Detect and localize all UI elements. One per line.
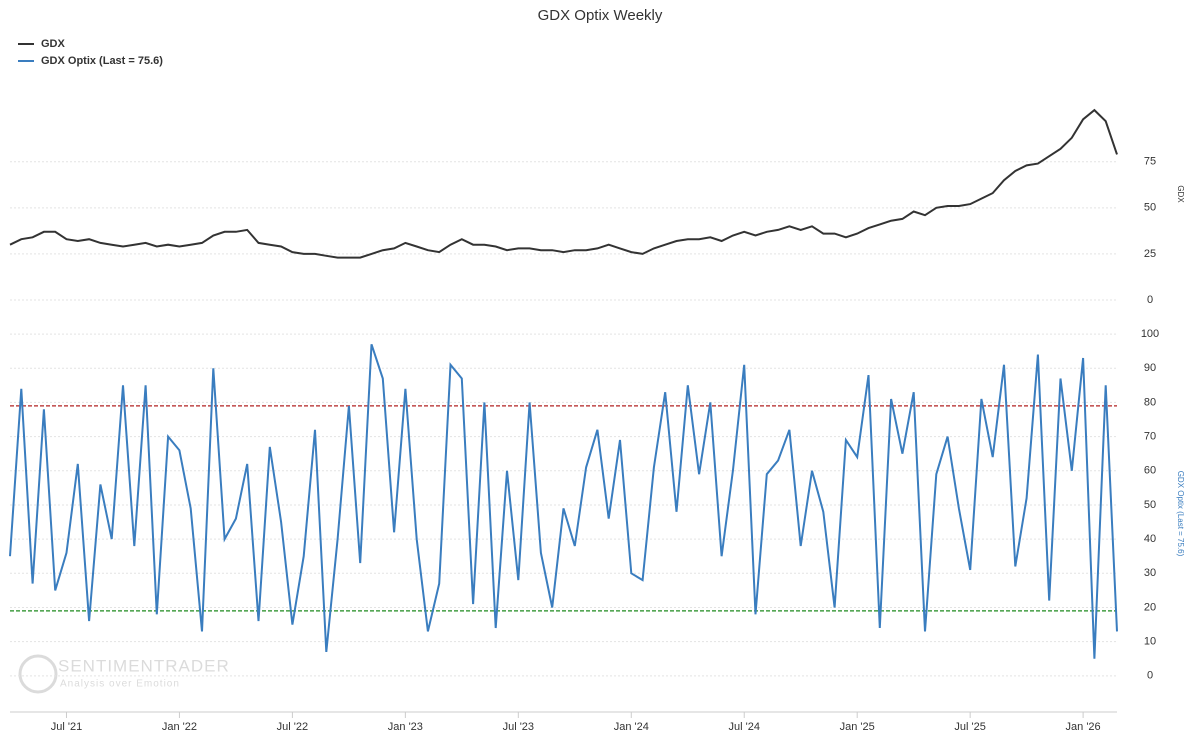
- y-tick-label: 90: [1144, 362, 1156, 374]
- x-tick-label: Jan '25: [840, 721, 875, 733]
- y-tick-label: 50: [1144, 499, 1156, 511]
- y-tick-label: 75: [1144, 156, 1156, 168]
- y-tick-label: 0: [1147, 294, 1153, 306]
- y-tick-label: 70: [1144, 431, 1156, 443]
- series-line: [9, 108, 1118, 259]
- y-tick-label: 80: [1144, 396, 1156, 408]
- watermark-subtitle: Analysis over Emotion: [60, 679, 180, 690]
- legend-label: GDX Optix (Last = 75.6): [41, 55, 163, 67]
- y-tick-label: 25: [1144, 248, 1156, 260]
- y-tick-label: 60: [1144, 465, 1156, 477]
- axis-title: GDX Optix (Last = 75.6): [1176, 471, 1185, 557]
- y-tick-label: 10: [1144, 636, 1156, 648]
- legend-label: GDX: [41, 38, 66, 50]
- x-tick-label: Jul '22: [277, 721, 308, 733]
- watermark: SENTIMENTRADER Analysis over Emotion: [18, 654, 230, 694]
- y-tick-label: 40: [1144, 533, 1156, 545]
- x-tick-label: Jul '25: [954, 721, 985, 733]
- y-tick-label: 30: [1144, 567, 1156, 579]
- chart-title: GDX Optix Weekly: [538, 7, 663, 24]
- x-tick-label: Jan '23: [388, 721, 423, 733]
- watermark-logo: [18, 654, 58, 694]
- y-tick-label: 100: [1141, 328, 1159, 340]
- legend: GDX GDX Optix (Last = 75.6): [18, 38, 163, 67]
- axis-title: GDX: [1176, 185, 1185, 203]
- y-tick-label: 20: [1144, 601, 1156, 613]
- x-tick-label: Jul '24: [729, 721, 760, 733]
- x-tick-label: Jul '23: [503, 721, 534, 733]
- watermark-title: SENTIMENTRADER: [58, 656, 230, 675]
- x-tick-label: Jan '22: [162, 721, 197, 733]
- x-tick-label: Jan '24: [614, 721, 649, 733]
- x-tick-label: Jan '26: [1066, 721, 1101, 733]
- y-tick-label: 50: [1144, 202, 1156, 214]
- x-tick-label: Jul '21: [51, 721, 82, 733]
- series-line: [9, 343, 1118, 659]
- y-tick-label: 0: [1147, 670, 1153, 682]
